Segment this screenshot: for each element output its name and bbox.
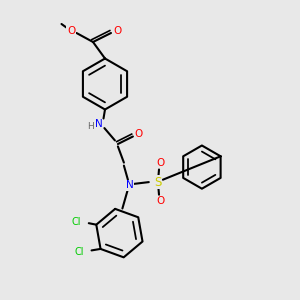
Text: O: O <box>113 26 122 37</box>
Text: O: O <box>67 26 75 36</box>
Text: O: O <box>135 129 143 139</box>
Text: Cl: Cl <box>74 247 84 257</box>
Text: H: H <box>87 122 93 131</box>
Text: Cl: Cl <box>71 217 81 227</box>
Text: S: S <box>154 176 161 189</box>
Text: O: O <box>156 196 165 206</box>
Text: N: N <box>95 119 103 130</box>
Text: O: O <box>156 158 165 168</box>
Text: N: N <box>126 180 134 190</box>
